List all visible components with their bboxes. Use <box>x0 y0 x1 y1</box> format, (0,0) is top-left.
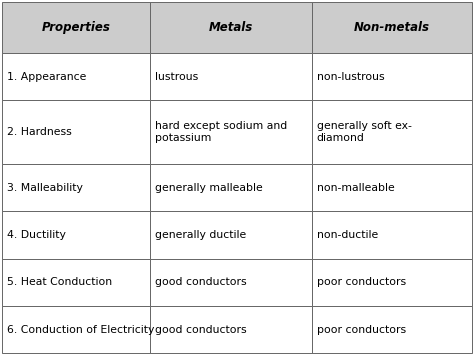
Text: poor conductors: poor conductors <box>317 277 406 287</box>
Bar <box>312 53 472 100</box>
Text: lustrous: lustrous <box>155 72 198 82</box>
Text: good conductors: good conductors <box>155 324 246 335</box>
Text: 1. Appearance: 1. Appearance <box>7 72 86 82</box>
Bar <box>2 306 150 353</box>
Bar <box>2 100 150 164</box>
Bar <box>150 306 312 353</box>
Bar <box>312 2 472 53</box>
Text: Non-metals: Non-metals <box>354 21 430 34</box>
Text: poor conductors: poor conductors <box>317 324 406 335</box>
Bar <box>150 212 312 259</box>
Text: Metals: Metals <box>209 21 253 34</box>
Bar <box>2 2 150 53</box>
Text: non-ductile: non-ductile <box>317 230 378 240</box>
Text: Properties: Properties <box>42 21 111 34</box>
Bar <box>312 212 472 259</box>
Text: non-malleable: non-malleable <box>317 183 394 193</box>
Bar <box>150 2 312 53</box>
Text: 2. Hardness: 2. Hardness <box>7 127 72 137</box>
Bar <box>2 53 150 100</box>
Text: generally ductile: generally ductile <box>155 230 246 240</box>
Text: 6. Conduction of Electricity: 6. Conduction of Electricity <box>7 324 155 335</box>
Text: 4. Ductility: 4. Ductility <box>7 230 66 240</box>
Bar <box>150 100 312 164</box>
Text: generally malleable: generally malleable <box>155 183 263 193</box>
Bar <box>2 212 150 259</box>
Text: generally soft ex-
diamond: generally soft ex- diamond <box>317 121 412 143</box>
Text: non-lustrous: non-lustrous <box>317 72 384 82</box>
Bar <box>2 259 150 306</box>
Bar <box>312 100 472 164</box>
Bar <box>150 164 312 212</box>
Bar <box>150 53 312 100</box>
Bar <box>2 164 150 212</box>
Bar <box>312 259 472 306</box>
Bar <box>312 164 472 212</box>
Text: 5. Heat Conduction: 5. Heat Conduction <box>7 277 112 287</box>
Bar <box>312 306 472 353</box>
Bar <box>150 259 312 306</box>
Text: good conductors: good conductors <box>155 277 246 287</box>
Text: 3. Malleability: 3. Malleability <box>7 183 83 193</box>
Text: hard except sodium and
potassium: hard except sodium and potassium <box>155 121 287 143</box>
